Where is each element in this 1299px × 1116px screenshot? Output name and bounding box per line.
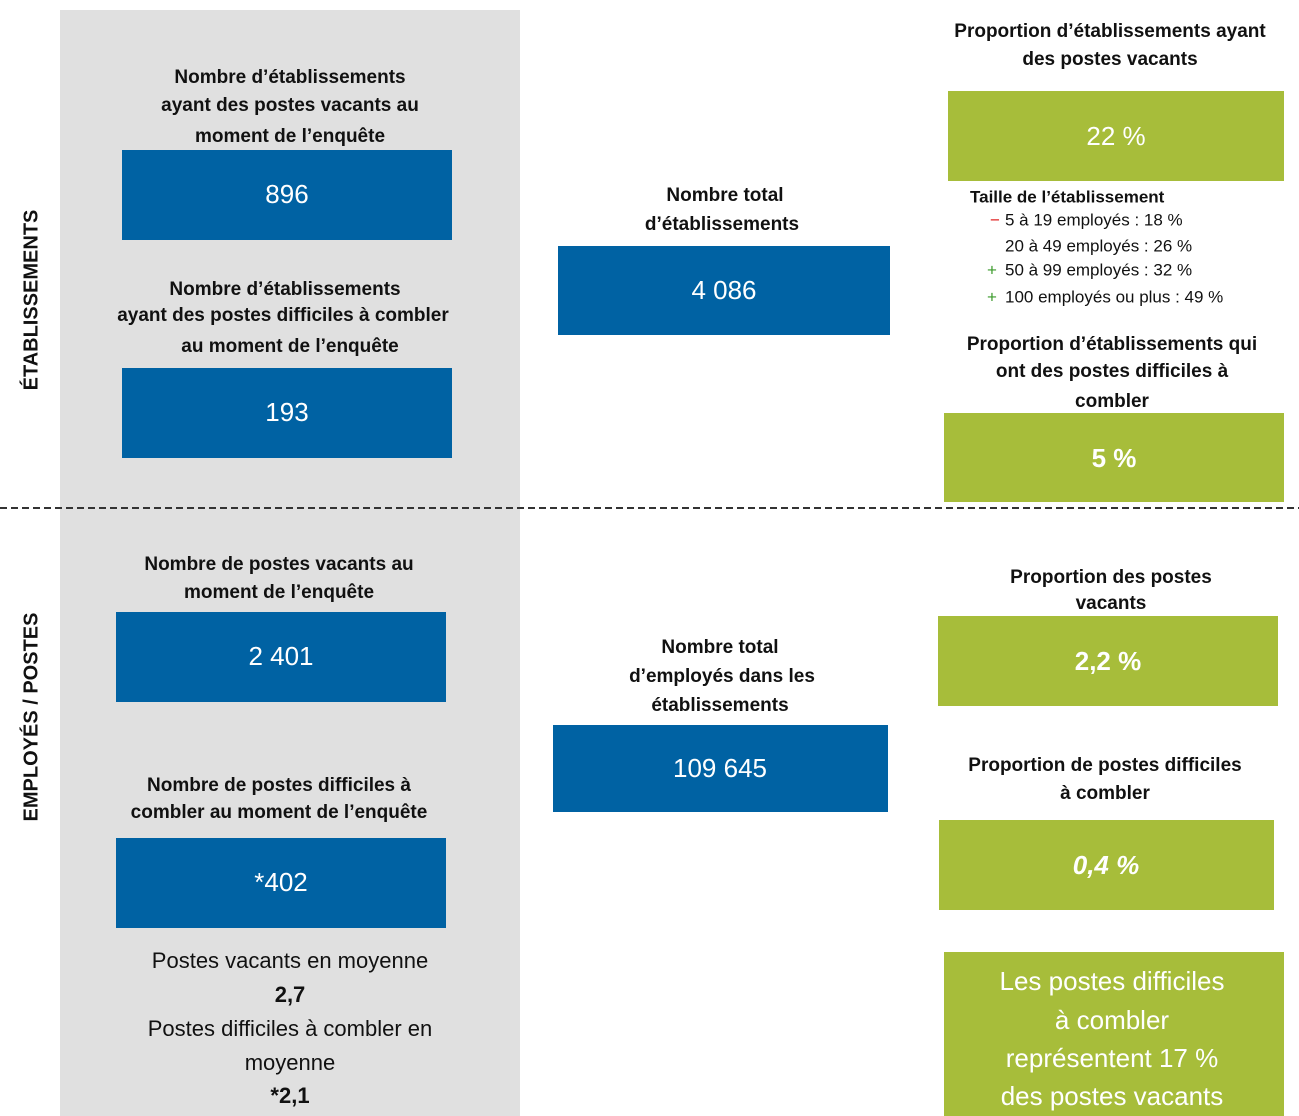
title: combler	[1075, 391, 1150, 412]
average-label: Postes vacants en moyenne	[152, 948, 428, 973]
title: Nombre total	[666, 185, 783, 206]
marker: +	[987, 260, 997, 279]
value: 22 %	[1086, 121, 1145, 151]
box	[939, 820, 1274, 910]
box	[116, 838, 446, 928]
title: Proportion d’établissements ayant	[954, 21, 1266, 42]
box	[944, 413, 1284, 502]
value: 896	[265, 179, 308, 209]
title: Proportion des postes	[1010, 567, 1212, 588]
value: 5 %	[1092, 443, 1137, 473]
note: à combler	[1055, 1005, 1169, 1035]
note: Les postes difficiles	[1000, 966, 1225, 996]
title: Nombre d’établissements	[169, 279, 400, 300]
box	[948, 91, 1284, 181]
title: Proportion d’établissements qui	[967, 334, 1257, 355]
note: représentent 17 %	[1006, 1043, 1218, 1073]
box	[116, 612, 446, 702]
value: 2 401	[248, 641, 313, 671]
title: combler au moment de l’enquête	[131, 802, 428, 823]
marker: −	[990, 210, 1000, 229]
title: moment de l’enquête	[184, 582, 374, 603]
average-label: moyenne	[245, 1050, 336, 1075]
title: établissements	[651, 695, 788, 716]
value: 0,4 %	[1073, 850, 1140, 880]
value: 4 086	[691, 275, 756, 305]
title: ont des postes difficiles à	[996, 361, 1229, 382]
average-value: 2,7	[275, 982, 306, 1007]
list-item: 100 employés ou plus : 49 %	[1005, 287, 1223, 306]
note-box	[944, 952, 1284, 1116]
title: Proportion de postes difficiles	[968, 755, 1241, 776]
list-title: Taille de l’établissement	[970, 187, 1165, 206]
list-item: 20 à 49 employés : 26 %	[1005, 236, 1192, 255]
marker: +	[987, 287, 997, 306]
title: vacants	[1076, 593, 1147, 614]
box	[122, 150, 452, 240]
side-label: EMPLOYÉS / POSTES	[19, 613, 42, 822]
title: Nombre de postes vacants au	[144, 554, 413, 575]
box	[553, 725, 888, 812]
list-item: 50 à 99 employés : 32 %	[1005, 260, 1192, 279]
title: Nombre d’établissements	[174, 67, 405, 88]
box	[938, 616, 1278, 706]
title: au moment de l’enquête	[181, 336, 398, 357]
side-label: ÉTABLISSEMENTS	[19, 210, 42, 391]
title: Nombre total	[661, 637, 778, 658]
average-value: *2,1	[270, 1083, 309, 1108]
value: 193	[265, 397, 308, 427]
title: Nombre de postes difficiles à	[147, 775, 411, 796]
title: ayant des postes vacants au	[161, 95, 419, 116]
average-label: Postes difficiles à combler en	[148, 1016, 433, 1041]
title: d’employés dans les	[629, 666, 815, 687]
value: *402	[254, 867, 308, 897]
title: ayant des postes difficiles à combler	[117, 305, 449, 326]
list-item: 5 à 19 employés : 18 %	[1005, 210, 1183, 229]
title: à combler	[1060, 783, 1150, 804]
value: 2,2 %	[1075, 646, 1142, 676]
box	[122, 368, 452, 458]
title: d’établissements	[645, 214, 799, 235]
value: 109 645	[673, 753, 767, 783]
box	[558, 246, 890, 335]
note: des postes vacants	[1001, 1081, 1224, 1111]
title: des postes vacants	[1022, 49, 1197, 70]
title: moment de l’enquête	[195, 126, 385, 147]
